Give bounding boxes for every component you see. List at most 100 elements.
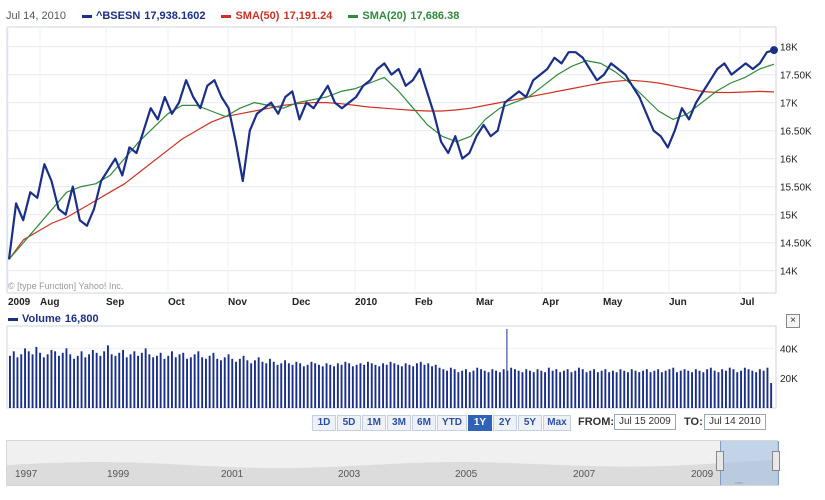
navigator-left-handle[interactable] — [716, 451, 724, 471]
legend-value-sma50: 17,191.24 — [283, 10, 333, 22]
volume-bar — [517, 370, 520, 408]
volume-bar — [193, 354, 196, 408]
legend-label-bsesn: ^BSESN — [95, 10, 141, 22]
y-tick-label: 17K — [780, 99, 798, 110]
volume-bar — [212, 352, 215, 408]
volume-bar — [284, 360, 286, 408]
volume-bar — [732, 369, 735, 408]
volume-bar — [302, 366, 305, 408]
close-volume-button[interactable]: × — [786, 314, 800, 328]
volume-label: Volume — [22, 313, 61, 325]
navigator-year-label: 2003 — [338, 469, 361, 480]
volume-value: 16,800 — [64, 313, 99, 325]
range-button-5d[interactable]: 5D — [337, 415, 361, 431]
volume-bar — [416, 363, 418, 408]
volume-bar — [367, 361, 369, 408]
navigator-year-label: 1997 — [15, 469, 38, 480]
volume-bar — [709, 367, 712, 408]
navigator-year-label: 2001 — [221, 469, 244, 480]
range-button-3m[interactable]: 3M — [387, 415, 411, 431]
volume-bar — [235, 361, 237, 408]
range-button-max[interactable]: Max — [543, 415, 571, 431]
range-button-6m[interactable]: 6M — [412, 415, 436, 431]
volume-bar — [544, 372, 546, 408]
navigator-right-handle[interactable] — [772, 451, 780, 471]
time-navigator[interactable]: 1997 1999 2001 2003 2005 2007 2009 ▫▫▫ — [6, 440, 780, 487]
volume-bar — [220, 360, 222, 408]
volume-bar — [702, 372, 705, 408]
volume-bar — [246, 360, 249, 408]
volume-bar — [310, 361, 313, 408]
volume-bar — [336, 363, 339, 408]
volume-bar — [208, 355, 211, 408]
volume-bar — [39, 352, 41, 408]
legend-item-bsesn: ^BSESN 17,938.1602 — [81, 7, 205, 25]
navigator-selection[interactable] — [720, 441, 779, 485]
to-label: TO: — [684, 416, 703, 428]
x-tick-label: Dec — [292, 297, 311, 308]
volume-bar — [189, 357, 192, 408]
volume-bar — [400, 366, 403, 408]
volume-bar — [374, 364, 377, 408]
volume-bar — [502, 369, 505, 408]
legend-label-sma20: SMA(20) — [362, 10, 407, 22]
volume-bar — [706, 369, 709, 408]
volume-bar — [378, 366, 381, 408]
x-tick-label: Nov — [228, 297, 247, 308]
volume-bar — [713, 370, 716, 408]
volume-bar — [242, 355, 245, 408]
volume-bar — [355, 364, 358, 408]
volume-bar — [683, 369, 686, 408]
volume-bar — [107, 345, 109, 408]
volume-bar — [314, 363, 317, 408]
volume-bar — [393, 363, 396, 408]
volume-bar — [461, 370, 464, 408]
volume-bar — [758, 369, 761, 408]
range-button-2y[interactable]: 2Y — [493, 415, 517, 431]
range-button-5y[interactable]: 5Y — [518, 415, 542, 431]
volume-bar — [751, 370, 754, 408]
volume-bar — [483, 370, 486, 408]
volume-bar — [269, 358, 271, 408]
last-point-marker — [770, 46, 778, 55]
volume-bar — [495, 370, 497, 408]
volume-bar — [35, 346, 38, 408]
legend-label-sma50: SMA(50) — [235, 10, 280, 22]
legend-item-sma20: SMA(20) 17,686.38 — [348, 7, 459, 25]
volume-bar — [472, 370, 475, 408]
from-date-field[interactable]: Jul 15 2009 — [614, 414, 676, 430]
x-tick-label: Apr — [542, 297, 559, 308]
volume-bar — [254, 360, 256, 408]
volume-bar — [596, 372, 599, 408]
to-date-field[interactable]: Jul 14 2010 — [704, 414, 766, 430]
volume-bar — [736, 372, 739, 408]
volume-bar — [24, 348, 26, 408]
volume-bar — [642, 370, 644, 408]
volume-bar — [73, 358, 75, 408]
range-button-1y[interactable]: 1Y — [468, 415, 492, 431]
range-button-1d[interactable]: 1D — [312, 415, 336, 431]
volume-bar — [76, 355, 79, 408]
volume-bar — [348, 363, 351, 408]
volume-bar — [306, 364, 309, 408]
x-tick-label: Aug — [40, 297, 59, 308]
volume-bar — [540, 370, 543, 408]
volume-bar — [687, 370, 690, 408]
range-button-ytd[interactable]: YTD — [437, 415, 467, 431]
navigator-grip[interactable]: ▫▫▫ — [735, 480, 743, 487]
price-chart[interactable]: 18K 17.50K 17K 16.50K 16K 15.50K 15K 14.50K 14K 2… — [0, 0, 825, 310]
y-tick-label: 18K — [780, 43, 798, 54]
volume-bar — [630, 369, 633, 408]
volume-bar — [174, 357, 177, 408]
volume-tick-label: 40K — [780, 344, 798, 355]
y-tick-label: 14.50K — [780, 239, 812, 250]
volume-bar — [755, 372, 758, 408]
volume-bar — [408, 364, 411, 408]
volume-bar — [227, 354, 230, 408]
range-button-1m[interactable]: 1M — [362, 415, 386, 431]
y-tick-label: 16K — [780, 155, 798, 166]
x-tick-label: Feb — [415, 297, 433, 308]
volume-bar — [476, 367, 479, 408]
volume-bar — [344, 361, 347, 408]
volume-bar — [743, 367, 746, 408]
